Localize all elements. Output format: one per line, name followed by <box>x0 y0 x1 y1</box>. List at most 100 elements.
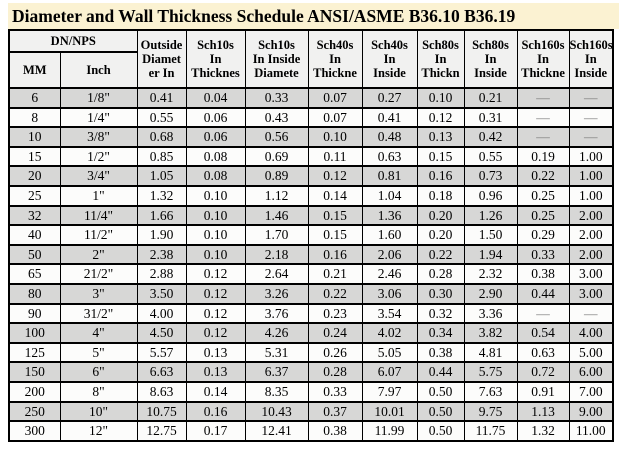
column-header-sch10s-thickness: Sch10s In Thicknes <box>185 29 246 89</box>
table-cell: 6.00 <box>568 361 614 383</box>
column-header-sch40s-inside: Sch40s In Inside <box>361 29 418 89</box>
column-header-inch: Inch <box>59 51 138 89</box>
table-cell: 300 <box>8 420 61 442</box>
table-cell: 10.43 <box>244 400 309 423</box>
table-cell: 0.07 <box>307 106 363 129</box>
header-row-sub: MM Inch <box>8 51 613 89</box>
table-cell: 12.75 <box>136 420 187 442</box>
table-cell: 1.90 <box>136 224 187 246</box>
table-cell: 11/2" <box>59 224 138 246</box>
table-row: 10 3/8" 0.68 0.06 0.56 0.10 0.48 0.13 0.42— — <box>8 126 614 148</box>
table-cell: 3/4" <box>59 165 138 187</box>
table-cell: 0.50 <box>416 400 465 423</box>
table-cell: 0.32 <box>416 302 465 325</box>
table-cell: 0.89 <box>244 165 309 187</box>
column-header-outside-diameter: Outside Diamet er In <box>136 29 187 89</box>
table-cell: 1.50 <box>463 224 518 246</box>
table-cell: 0.12 <box>185 302 246 325</box>
table-cell: — <box>568 126 614 148</box>
table-cell: 0.63 <box>361 145 418 168</box>
table-cell: 1.13 <box>516 400 570 423</box>
table-cell: 3.26 <box>244 282 309 305</box>
table-cell: 3/8" <box>59 126 138 148</box>
table-cell: 0.07 <box>307 87 363 109</box>
table-cell: 2.00 <box>568 243 614 266</box>
table-cell: 0.34 <box>416 322 465 344</box>
table-cell: 0.27 <box>361 87 418 109</box>
table-cell: 5.31 <box>244 341 309 364</box>
table-cell: 0.04 <box>185 87 246 109</box>
table-cell: 0.08 <box>185 165 246 187</box>
table-cell: 0.10 <box>307 126 363 148</box>
table-row: 100 4" 4.50 0.12 4.26 0.24 4.02 0.34 3.82 0.54 4.0… <box>8 322 614 344</box>
table-cell: 0.55 <box>463 145 518 168</box>
table-cell: 1.12 <box>244 184 309 207</box>
table-cell: 0.13 <box>185 361 246 383</box>
table-row: 90 31/2" 4.00 0.12 3.76 0.23 3.54 0.32 3.36— — <box>8 302 614 325</box>
table-cell: 11.75 <box>463 420 518 442</box>
table-cell: 2.90 <box>463 282 518 305</box>
table-cell: 6 <box>8 87 61 109</box>
table-cell: 0.38 <box>516 263 570 285</box>
table-cell: — <box>568 106 614 129</box>
table-cell: 0.50 <box>416 420 465 442</box>
table-cell: 3.00 <box>568 263 614 285</box>
table-cell: — <box>516 126 570 148</box>
table-cell: 1/4" <box>59 106 138 129</box>
table-cell: 0.91 <box>516 380 570 403</box>
table-cell: 10" <box>59 400 138 423</box>
table-cell: 0.69 <box>244 145 309 168</box>
table-cell: 125 <box>8 341 61 364</box>
table-cell: 2" <box>59 243 138 266</box>
table-cell: 0.13 <box>416 126 465 148</box>
table-cell: 20 <box>8 165 61 187</box>
table-cell: 0.43 <box>244 106 309 129</box>
table-cell: 0.41 <box>361 106 418 129</box>
table-cell: 6.63 <box>136 361 187 383</box>
table-cell: 0.16 <box>416 165 465 187</box>
table-cell: 6.07 <box>361 361 418 383</box>
table-cell: 0.63 <box>516 341 570 364</box>
table-cell: 1.04 <box>361 184 418 207</box>
table-cell: 7.97 <box>361 380 418 403</box>
column-header-sch80s-thickness: Sch80s In Thickn <box>416 29 465 89</box>
table-cell: 2.00 <box>568 204 614 227</box>
table-cell: 8.35 <box>244 380 309 403</box>
table-cell: 1.32 <box>516 420 570 442</box>
table-cell: 0.10 <box>185 243 246 266</box>
table-row: 80 3" 3.50 0.12 3.26 0.22 3.06 0.30 2.90 0.44 3.00 <box>8 282 614 305</box>
table-row: 150 6" 6.63 0.13 6.37 0.28 6.07 0.44 5.75 0.72 6.0… <box>8 361 614 383</box>
table-cell: 4.50 <box>136 322 187 344</box>
table-cell: 0.73 <box>463 165 518 187</box>
table-cell: 1.00 <box>568 145 614 168</box>
table-cell: 11.99 <box>361 420 418 442</box>
table-cell: 0.26 <box>307 341 363 364</box>
table-cell: 1.70 <box>244 224 309 246</box>
table-cell: 0.44 <box>416 361 465 383</box>
table-header: DN/NPS Outside Diamet er In Sch10s In Th… <box>8 29 614 89</box>
table-cell: 5.00 <box>568 341 614 364</box>
table-cell: 5.57 <box>136 341 187 364</box>
table-cell: 0.48 <box>361 126 418 148</box>
table-cell: 0.37 <box>307 400 363 423</box>
table-cell: 4.26 <box>244 322 309 344</box>
table-cell: 0.81 <box>361 165 418 187</box>
table-cell: 12.41 <box>244 420 309 442</box>
table-cell: 0.72 <box>516 361 570 383</box>
table-cell: 1.26 <box>463 204 518 227</box>
column-header-dn-nps: DN/NPS <box>8 29 138 53</box>
table-cell: 0.22 <box>416 243 465 266</box>
table-cell: 0.24 <box>307 322 363 344</box>
table-cell: 6" <box>59 361 138 383</box>
column-header-sch160s-inside: Sch160s In Inside <box>568 29 614 89</box>
table-cell: 0.10 <box>185 184 246 207</box>
table-cell: 11.00 <box>568 420 614 442</box>
table-cell: 2.64 <box>244 263 309 285</box>
table-cell: 3.82 <box>463 322 518 344</box>
table-cell: 0.12 <box>185 263 246 285</box>
table-cell: 0.41 <box>136 87 187 109</box>
table-cell: 0.15 <box>307 204 363 227</box>
table-cell: 8 <box>8 106 61 129</box>
table-cell: 0.06 <box>185 106 246 129</box>
table-cell: 3.50 <box>136 282 187 305</box>
